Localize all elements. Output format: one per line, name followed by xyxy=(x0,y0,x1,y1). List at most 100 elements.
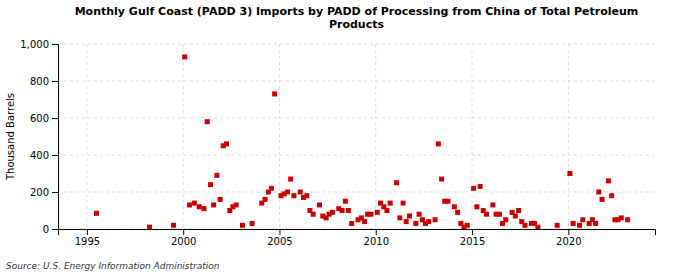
tick-label: 400 xyxy=(30,150,49,161)
tick-mark xyxy=(52,118,58,119)
point xyxy=(490,202,495,207)
point xyxy=(375,210,380,215)
point xyxy=(317,202,322,207)
grid-line-x xyxy=(568,44,569,229)
point xyxy=(211,202,216,207)
point xyxy=(288,177,293,182)
grid-line-x xyxy=(86,44,87,229)
tick: 400 xyxy=(30,150,58,161)
point xyxy=(192,201,197,206)
point xyxy=(368,212,373,217)
tick-mark xyxy=(52,192,58,193)
point xyxy=(407,214,412,219)
point xyxy=(625,217,630,222)
point xyxy=(343,199,348,204)
y-axis-title: Thousand Barrels xyxy=(5,93,16,181)
grid-line-x xyxy=(183,44,184,229)
point xyxy=(201,206,206,211)
tick-label: 0 xyxy=(43,224,49,235)
tick-label: 800 xyxy=(30,76,49,87)
tick: 2005 xyxy=(267,229,292,247)
grid-line-x xyxy=(375,44,376,229)
point xyxy=(346,208,351,213)
point xyxy=(417,212,422,217)
chart-container: 19952000200520102015202002004006008001,0… xyxy=(0,0,675,275)
grid-line-y xyxy=(58,44,655,45)
tick-label: 2000 xyxy=(171,236,196,247)
point xyxy=(250,221,255,226)
point xyxy=(384,208,389,213)
point xyxy=(433,217,438,222)
point xyxy=(567,171,572,176)
tick: 800 xyxy=(30,76,58,87)
grid xyxy=(58,44,655,229)
points xyxy=(94,54,630,229)
y-axis: 02004006008001,000 xyxy=(20,39,58,235)
point xyxy=(471,186,476,191)
point xyxy=(147,225,152,229)
tick: 1995 xyxy=(75,229,100,247)
point xyxy=(474,204,479,209)
point xyxy=(362,219,367,224)
source-note: Source: U.S. Energy Information Administ… xyxy=(6,261,220,271)
grid-line-y xyxy=(58,81,655,82)
tick: 2020 xyxy=(556,229,581,247)
point xyxy=(503,217,508,222)
point xyxy=(340,208,345,213)
point xyxy=(609,193,614,198)
tick-label: 1995 xyxy=(75,236,100,247)
point xyxy=(555,223,560,228)
grid-line-y xyxy=(58,155,655,156)
point xyxy=(272,91,277,96)
point xyxy=(478,184,483,189)
tick-mark xyxy=(87,229,88,235)
point xyxy=(349,221,354,226)
point xyxy=(208,182,213,187)
point xyxy=(404,219,409,224)
tick-mark xyxy=(52,81,58,82)
point xyxy=(298,190,303,195)
point xyxy=(285,190,290,195)
tick-label: 2020 xyxy=(556,236,581,247)
point xyxy=(171,223,176,228)
point xyxy=(606,178,611,183)
tick: 2010 xyxy=(364,229,389,247)
title: Monthly Gulf Coast (PADD 3) Imports by P… xyxy=(75,5,639,31)
point xyxy=(182,54,187,59)
point xyxy=(240,223,245,228)
point xyxy=(535,225,540,229)
point xyxy=(187,202,192,207)
tick-label: 1,000 xyxy=(20,39,49,50)
point xyxy=(263,197,268,202)
point xyxy=(330,210,335,215)
tick-label: 2005 xyxy=(267,236,292,247)
point xyxy=(497,212,502,217)
point xyxy=(426,219,431,224)
x-axis: 199520002005201020152020 xyxy=(59,229,656,247)
tick: 1,000 xyxy=(20,39,58,50)
point xyxy=(269,186,274,191)
tick-label: 2010 xyxy=(364,236,389,247)
point xyxy=(311,212,316,217)
grid-line-y xyxy=(58,192,655,193)
point xyxy=(304,193,309,198)
point xyxy=(397,215,402,220)
point xyxy=(234,202,239,207)
chart: 19952000200520102015202002004006008001,0… xyxy=(0,0,675,275)
point xyxy=(291,193,296,198)
point xyxy=(571,221,576,226)
point xyxy=(197,204,202,209)
tick-mark xyxy=(279,229,280,235)
point xyxy=(224,141,229,146)
tick-mark xyxy=(52,44,58,45)
point xyxy=(596,190,601,195)
point xyxy=(580,217,585,222)
point xyxy=(484,212,489,217)
tick: 200 xyxy=(30,187,58,198)
point xyxy=(436,141,441,146)
point xyxy=(465,223,470,228)
plot-area: 19952000200520102015202002004006008001,0… xyxy=(20,39,655,247)
tick-mark xyxy=(52,155,58,156)
tick: 0 xyxy=(43,224,58,235)
point xyxy=(455,210,460,215)
